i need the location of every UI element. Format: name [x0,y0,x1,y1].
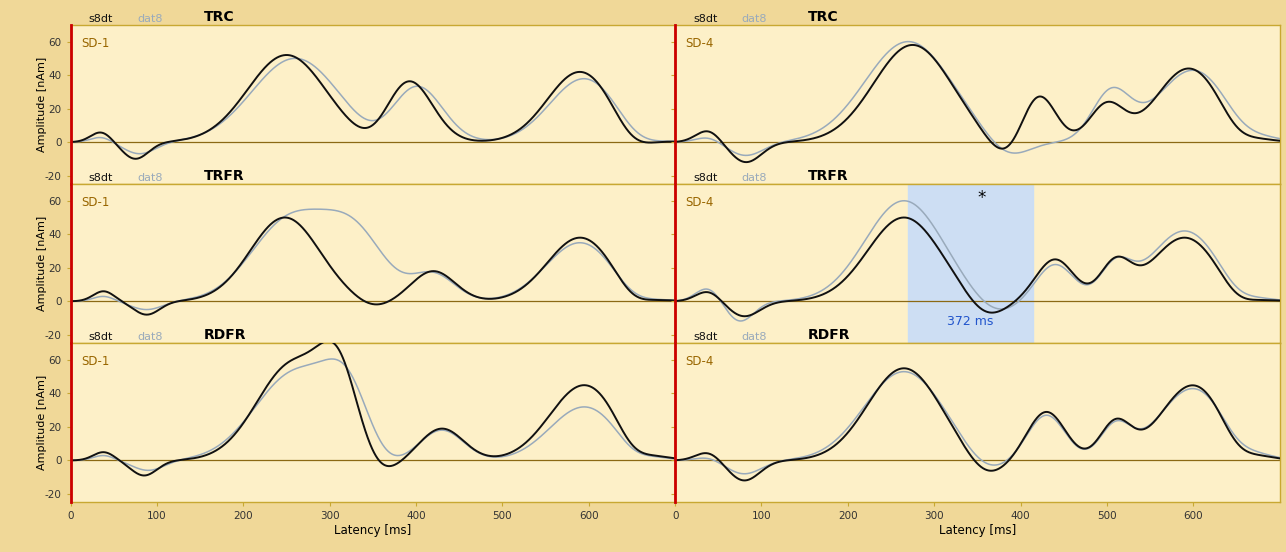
Text: SD-1: SD-1 [81,355,109,368]
Text: SD-4: SD-4 [685,36,714,50]
Text: s8dt: s8dt [693,14,718,24]
Text: dat8: dat8 [742,173,768,183]
Bar [908,184,1034,343]
Text: dat8: dat8 [138,332,163,342]
Text: TRFR: TRFR [203,169,244,183]
Text: dat8: dat8 [742,14,768,24]
X-axis label: Latency [ms]: Latency [ms] [939,524,1016,537]
Text: SD-1: SD-1 [81,196,109,209]
Text: TRC: TRC [808,10,838,24]
Text: SD-4: SD-4 [685,196,714,209]
Text: s8dt: s8dt [89,332,113,342]
Text: SD-1: SD-1 [81,36,109,50]
Text: TRFR: TRFR [808,169,849,183]
Text: s8dt: s8dt [693,332,718,342]
Text: SD-4: SD-4 [685,355,714,368]
Text: RDFR: RDFR [808,328,850,342]
Text: dat8: dat8 [138,14,163,24]
Text: 372 ms: 372 ms [948,315,994,328]
Text: TRC: TRC [203,10,234,24]
Text: dat8: dat8 [138,173,163,183]
Y-axis label: Amplitude [nAm]: Amplitude [nAm] [37,216,48,311]
Text: s8dt: s8dt [89,173,113,183]
Y-axis label: Amplitude [nAm]: Amplitude [nAm] [37,375,48,470]
Text: RDFR: RDFR [203,328,246,342]
Y-axis label: Amplitude [nAm]: Amplitude [nAm] [37,57,48,152]
Text: s8dt: s8dt [89,14,113,24]
Text: *: * [977,189,986,207]
Text: dat8: dat8 [742,332,768,342]
X-axis label: Latency [ms]: Latency [ms] [334,524,412,537]
Text: s8dt: s8dt [693,173,718,183]
